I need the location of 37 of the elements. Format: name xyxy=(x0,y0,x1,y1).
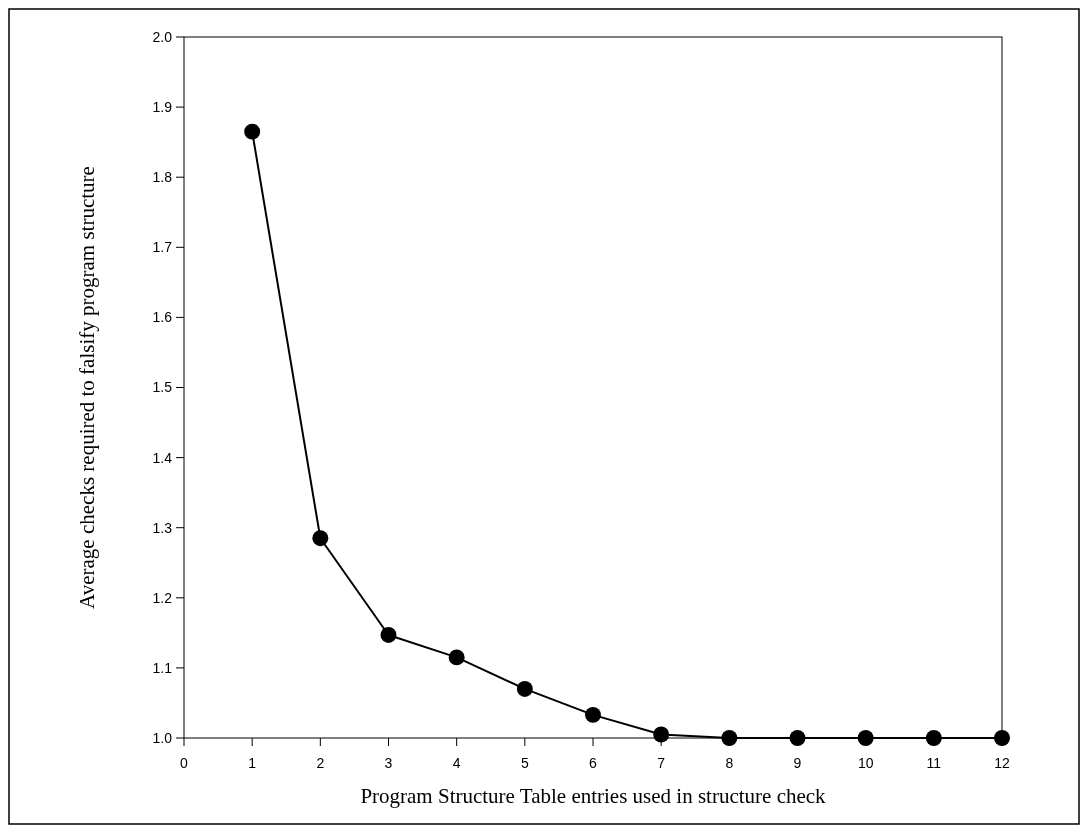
point xyxy=(653,726,670,743)
point xyxy=(448,649,465,666)
point xyxy=(925,730,942,746)
x-tick-label: 0 xyxy=(180,755,189,771)
point xyxy=(857,730,874,746)
y-axis-title: Average checks required to falsify program structure xyxy=(75,166,99,609)
point xyxy=(380,626,397,643)
point xyxy=(789,730,806,746)
x-tick-label: 1 xyxy=(248,755,257,771)
x-tick-label: 8 xyxy=(725,755,734,771)
x-tick-label: 5 xyxy=(520,755,529,771)
point xyxy=(312,530,329,547)
x-tick-label: 2 xyxy=(316,755,325,771)
point xyxy=(516,680,533,697)
y-tick-label: 1.2 xyxy=(152,589,173,606)
y-tick-label: 1.4 xyxy=(152,449,173,466)
x-tick-label: 4 xyxy=(452,755,461,771)
x-tick-label: 9 xyxy=(793,755,802,771)
x-tick-label: 10 xyxy=(857,755,874,771)
y-tick-label: 1.0 xyxy=(152,729,173,746)
y-tick-label: 1.5 xyxy=(152,379,173,396)
x-axis-title: Program Structure Table entries used in structure check xyxy=(360,784,827,808)
y-tick-label: 1.3 xyxy=(152,519,173,536)
point xyxy=(721,730,738,746)
x-tick-label: 3 xyxy=(384,755,393,771)
y-tick-label: 1.8 xyxy=(152,169,173,186)
y-tick-label: 1.9 xyxy=(152,99,173,115)
point xyxy=(244,123,261,140)
y-tick-label: 1.6 xyxy=(152,309,173,326)
y-tick-label: 2.0 xyxy=(152,28,173,45)
x-tick-label: 7 xyxy=(657,755,666,771)
x-tick-label: 6 xyxy=(589,755,598,771)
x-tick-label: 11 xyxy=(926,755,942,771)
x-tick-label: 12 xyxy=(994,755,1010,771)
y-tick-label: 1.7 xyxy=(152,239,173,256)
point xyxy=(585,706,601,723)
y-tick-label: 1.1 xyxy=(152,659,173,676)
